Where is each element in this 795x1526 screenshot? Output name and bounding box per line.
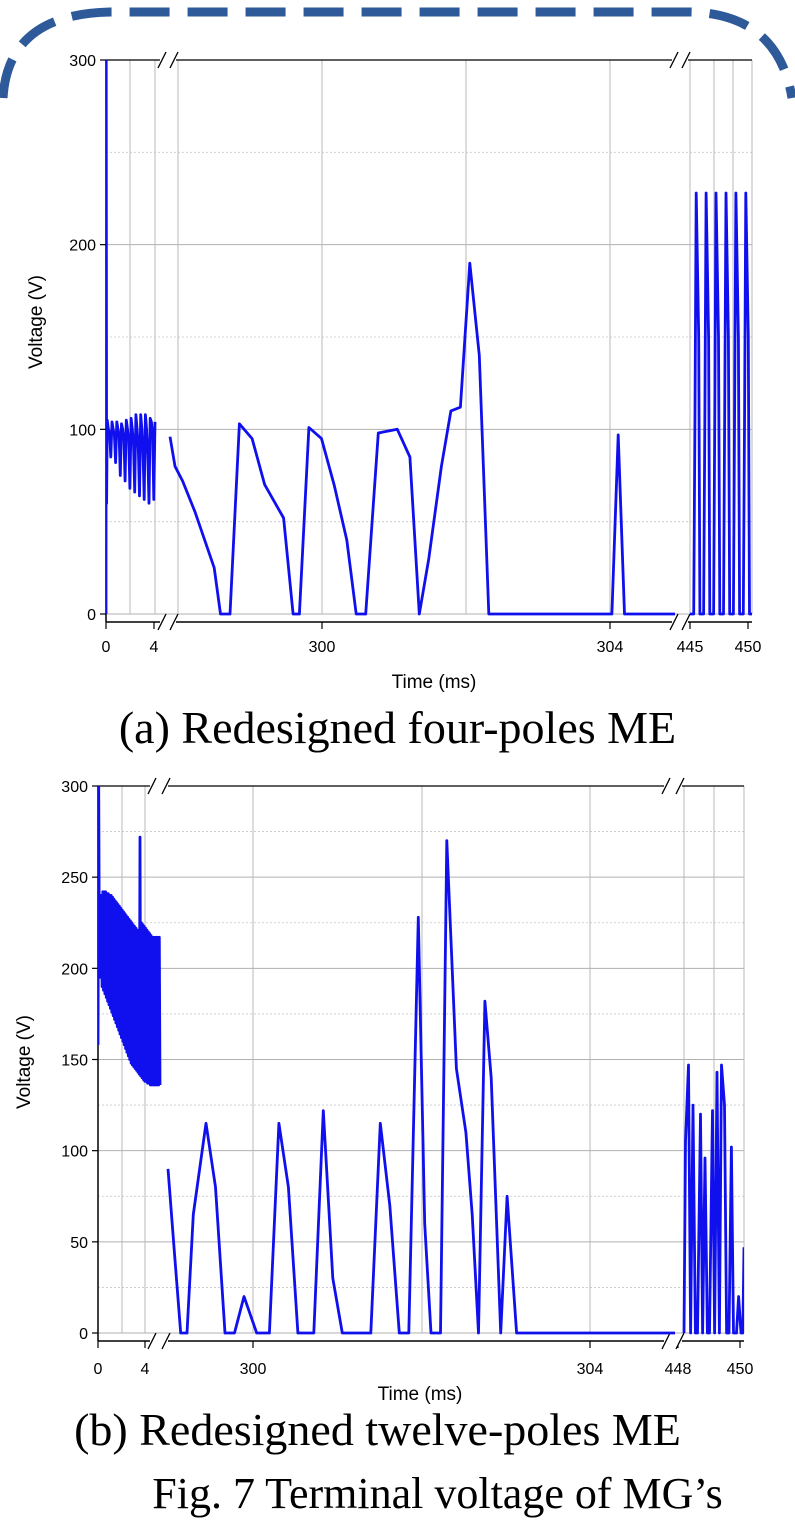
y-tick-label: 300 (69, 53, 96, 70)
y-tick-label: 200 (61, 961, 88, 978)
y-tick-label: 50 (70, 1235, 88, 1252)
axis-break-mark (669, 51, 679, 69)
axis-break-gap (672, 55, 688, 65)
dashed-frame (0, 7, 795, 99)
axis-break-mark (661, 1332, 671, 1350)
x-tick-label: 448 (665, 1361, 692, 1378)
y-axis-label: Voltage (V) (26, 275, 47, 369)
y-tick-label: 0 (87, 607, 96, 624)
x-tick-label: 304 (597, 639, 624, 656)
x-axis-label: Time (ms) (378, 1384, 463, 1405)
chart-a: 0 100 200 300 0 4 300 304 445 450 Voltage (V) Time … (26, 51, 762, 693)
axis-break-mark (669, 613, 679, 631)
series-group (98, 786, 744, 1335)
axis-break-gap (150, 781, 168, 791)
x-tick-label: 0 (102, 639, 111, 656)
x-axis-label: Time (ms) (392, 672, 477, 693)
series-line-segment (690, 191, 752, 616)
axis-break-mark (661, 777, 671, 795)
axis-break-mark (147, 1332, 157, 1350)
axis-break-mark (161, 777, 171, 795)
axis-break-mark (157, 51, 167, 69)
x-tick-label: 4 (141, 1361, 150, 1378)
caption-b: (b) Redesigned twelve-poles ME (74, 1404, 681, 1455)
y-tick-label: 100 (61, 1144, 88, 1161)
y-tick-label: 100 (69, 422, 96, 439)
series-line-segment (106, 60, 157, 615)
axis-break-mark (147, 777, 157, 795)
axis-break-gap (672, 617, 688, 627)
axis-break-mark (161, 1332, 171, 1350)
y-tick-label: 300 (61, 779, 88, 796)
series-line-segment (166, 839, 675, 1335)
axis-break-gap (664, 781, 682, 791)
axis-break-mark (169, 51, 179, 69)
axis-break-mark (681, 613, 691, 631)
figure-caption: Fig. 7 Terminal voltage of MG’s (152, 1469, 723, 1518)
chart-b: 0 50 100 150 200 250 300 0 4 300 304 448 450 Voltage … (14, 777, 754, 1405)
axis-break-gap (160, 617, 176, 627)
y-tick-label: 0 (79, 1326, 88, 1343)
x-tick-label: 445 (677, 639, 704, 656)
x-tick-label: 0 (94, 1361, 103, 1378)
x-tick-label: 300 (309, 639, 336, 656)
axis-break-gap (150, 1336, 168, 1346)
x-tick-label: 450 (735, 639, 762, 656)
x-tick-label: 304 (577, 1361, 604, 1378)
axis-break-mark (157, 613, 167, 631)
x-tick-label: 4 (150, 639, 159, 656)
axis-break-mark (675, 777, 685, 795)
series-line-segment (168, 261, 675, 616)
y-tick-label: 250 (61, 870, 88, 887)
axis-break-mark (681, 51, 691, 69)
axis-break-mark (675, 1332, 685, 1350)
series-group (106, 60, 752, 616)
x-tick-label: 450 (727, 1361, 754, 1378)
y-tick-label: 200 (69, 238, 96, 255)
y-tick-label: 150 (61, 1053, 88, 1070)
axis-break-gap (160, 55, 176, 65)
y-axis-label: Voltage (V) (14, 1015, 35, 1109)
series-line-segment (98, 786, 162, 1087)
axis-break-mark (169, 613, 179, 631)
caption-a: (a) Redesigned four-poles ME (118, 702, 677, 753)
axis-break-gap (664, 1336, 682, 1346)
series-line-segment (682, 1063, 744, 1335)
x-tick-label: 300 (240, 1361, 267, 1378)
